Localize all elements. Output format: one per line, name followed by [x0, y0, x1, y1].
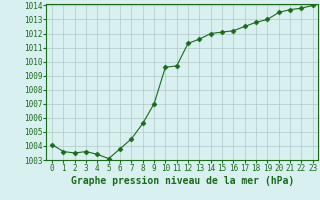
X-axis label: Graphe pression niveau de la mer (hPa): Graphe pression niveau de la mer (hPa) — [71, 176, 294, 186]
